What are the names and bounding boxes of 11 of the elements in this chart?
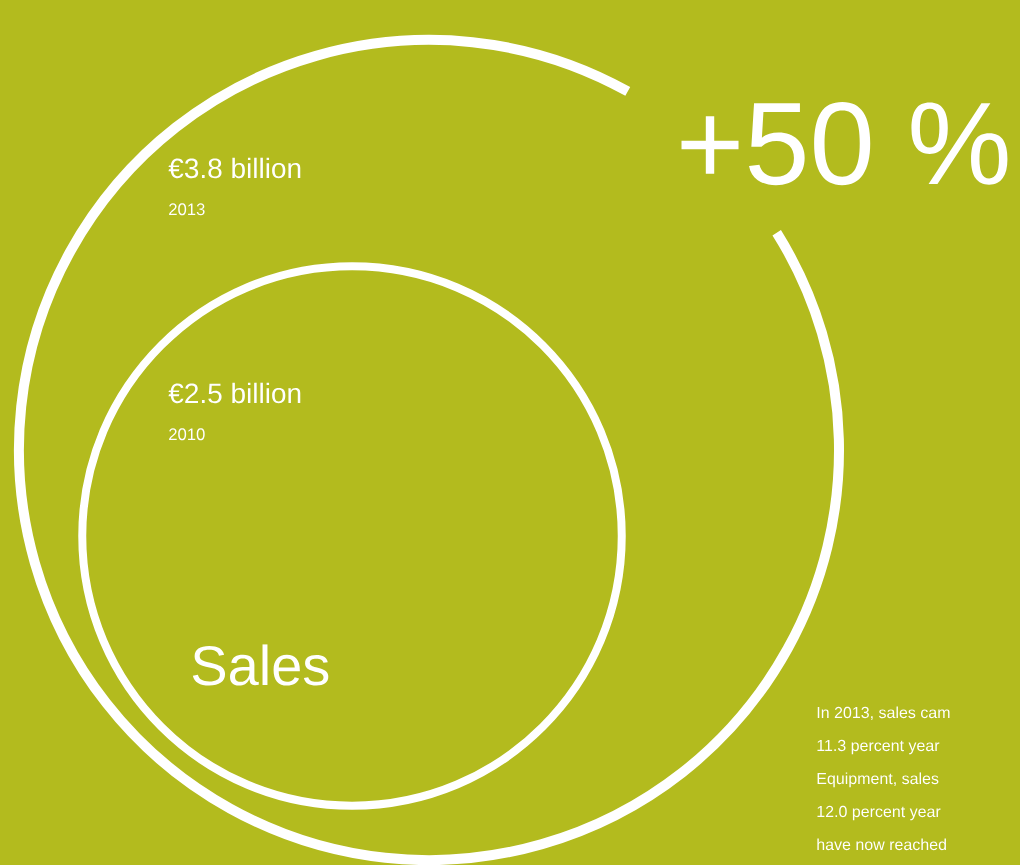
data-label: €2.5 billion bbox=[168, 382, 301, 404]
category-label: 2013 bbox=[169, 203, 205, 216]
text: have now reached bbox=[817, 838, 946, 851]
text: 12.0 percent year bbox=[817, 805, 941, 821]
data-label: €3.8 billion bbox=[168, 157, 301, 179]
text: 11.3 percent year bbox=[817, 739, 940, 755]
text: Sales bbox=[192, 644, 329, 686]
text: In 2013, sales cam bbox=[817, 706, 950, 721]
text: Equipment, sales bbox=[817, 772, 939, 788]
category-label: 2010 bbox=[169, 428, 205, 441]
text: +50 % bbox=[681, 102, 1008, 186]
